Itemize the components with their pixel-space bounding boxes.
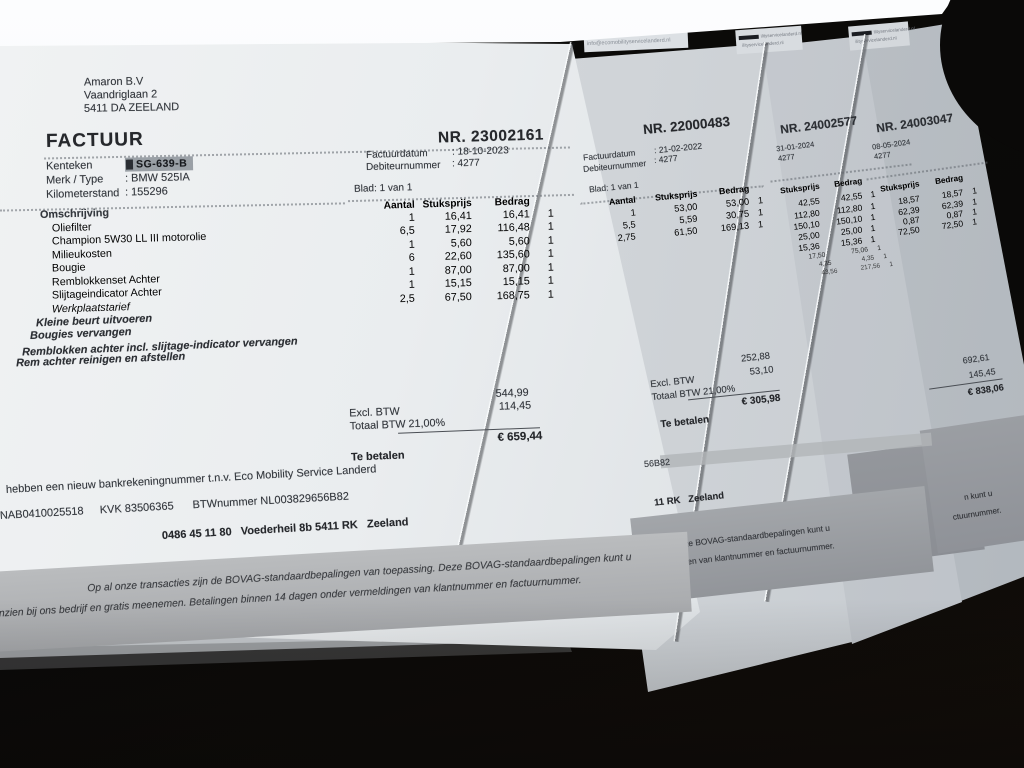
invoice4-date: 08-05-2024 [871,137,911,152]
invoice4-totals: 692,61 145,45 € 838,06 [902,351,1004,413]
invoice4-number: NR. 24003047 [875,110,954,136]
total-value: € 838,06 [967,382,1005,398]
excl-btw-value: 692,61 [962,351,991,366]
invoice4-debtor: 4277 [873,149,892,162]
btw-value: 145,45 [968,366,997,380]
